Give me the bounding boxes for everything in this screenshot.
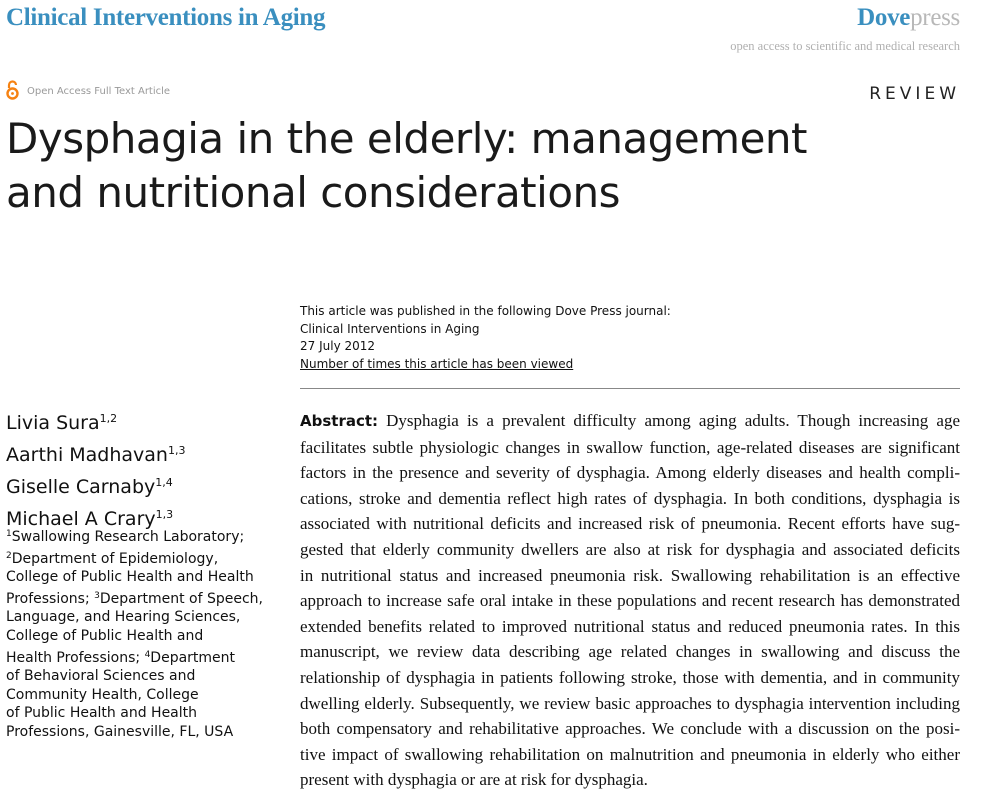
publisher-tagline: open access to scientific and medical re… xyxy=(730,39,960,53)
author: Aarthi Madhavan1,3 xyxy=(6,437,185,469)
journal-name: Clinical Interventions in Aging xyxy=(6,4,326,31)
publisher-logo: Dovepress xyxy=(857,4,960,32)
affiliation-line: Language, and Hearing Sciences, xyxy=(6,608,263,627)
abstract-text: manuscript, we review data describing ag… xyxy=(300,642,960,662)
abstract-text: associated with nutritional deficits and… xyxy=(300,514,960,534)
affiliation-text: Language, and Hearing Sciences, xyxy=(6,609,241,626)
affiliation-text: Swallowing Research Laboratory; xyxy=(11,529,245,545)
affiliation-text: Department of Speech, xyxy=(99,590,264,607)
affiliation-number: 4 xyxy=(144,649,151,660)
abstract-text: extended benefits related to improved nu… xyxy=(300,616,960,636)
affiliation-line: 1Swallowing Research Laboratory; xyxy=(6,525,263,547)
affiliation-text: Health Professions; xyxy=(6,649,145,666)
affiliation-text: Community Health, College xyxy=(6,686,199,703)
author-name: Aarthi Madhavan xyxy=(6,444,168,466)
abstract-text: approach to increase safe oral intake in… xyxy=(300,591,960,611)
abstract-line: associated with nutritional deficits and… xyxy=(300,511,960,537)
abstract-line: facilitates subtle physiologic changes i… xyxy=(300,435,960,461)
affiliation-line: Professions, Gainesville, FL, USA xyxy=(6,723,263,742)
open-access-label: Open Access Full Text Article xyxy=(27,86,171,97)
affiliation-line: College of Public Health and xyxy=(6,627,263,646)
affiliation-line: of Behavioral Sciences and xyxy=(6,667,263,686)
affiliations: 1Swallowing Research Laboratory; 2Departm… xyxy=(6,525,263,742)
author: Michael A Crary1,3 xyxy=(6,501,185,533)
abstract: Abstract: Dysphagia is a prevalent diffi… xyxy=(300,408,960,793)
pub-info-intro: This article was published in the follow… xyxy=(300,304,671,318)
author-name: Livia Sura xyxy=(6,412,100,434)
affiliation-text: of Behavioral Sciences and xyxy=(6,668,196,685)
logo-press: press xyxy=(910,4,960,31)
affiliation-number: 1 xyxy=(6,529,12,539)
abstract-text: dwelling elderly. Subsequently, we revie… xyxy=(300,693,960,713)
abstract-text: present with dysphagia or are at risk fo… xyxy=(300,770,648,790)
article-type: REVIEW xyxy=(869,84,960,104)
affiliation-line: Health Professions; 4Department xyxy=(6,646,263,668)
affiliation-text: College of Public Health and Health xyxy=(6,569,254,586)
affiliation-number: 2 xyxy=(6,550,12,561)
author-list: Livia Sura1,2 Aarthi Madhavan1,3 Giselle… xyxy=(6,405,185,533)
abstract-text: in nutritional status and increased pneu… xyxy=(300,565,960,585)
abstract-line: in nutritional status and increased pneu… xyxy=(300,563,960,589)
abstract-text: cations, stroke and dementia reflect hig… xyxy=(300,488,960,508)
open-access-lock-icon xyxy=(6,80,19,103)
affiliation-text: Department of Epidemiology, xyxy=(11,550,219,567)
abstract-line: factors in the presence and severity of … xyxy=(300,460,960,486)
publication-info: This article was published in the follow… xyxy=(300,303,671,373)
abstract-line: tive impact of swallowing rehabilitation… xyxy=(300,742,960,768)
author-name: Michael A Crary xyxy=(6,508,156,530)
abstract-text: gested that elderly community dwellers a… xyxy=(300,539,960,559)
affiliation-text: College of Public Health and xyxy=(6,627,204,644)
abstract-line: both compensatory and rehabilitative app… xyxy=(300,716,960,742)
pub-info-date: 27 July 2012 xyxy=(300,339,376,353)
pub-info-journal: Clinical Interventions in Aging xyxy=(300,321,480,336)
affiliation-text: Professions; xyxy=(6,590,95,607)
abstract-line: gested that elderly community dwellers a… xyxy=(300,537,960,563)
abstract-text: relationship of dysphagia in patients fo… xyxy=(300,667,960,687)
author-name: Giselle Carnaby xyxy=(6,476,156,498)
affiliation-line: of Public Health and Health xyxy=(6,704,263,723)
abstract-line: manuscript, we review data describing ag… xyxy=(300,639,960,665)
abstract-label: Abstract: xyxy=(300,412,379,430)
abstract-text: Dysphagia is a prevalent difficulty amon… xyxy=(378,411,960,430)
author-affiliation: 1,3 xyxy=(167,444,186,457)
abstract-text: both compensatory and rehabilitative app… xyxy=(300,719,960,739)
title-line: Dysphagia in the elderly: management xyxy=(6,114,808,163)
abstract-text: factors in the presence and severity of … xyxy=(300,463,960,483)
affiliation-line: 2Department of Epidemiology, xyxy=(6,547,263,569)
affiliation-number: 3 xyxy=(94,590,100,601)
logo-dove: Dove xyxy=(857,4,911,31)
article-title: Dysphagia in the elderly: management and… xyxy=(6,112,808,220)
author-affiliation: 1,3 xyxy=(155,508,174,521)
author: Livia Sura1,2 xyxy=(6,405,185,437)
affiliation-line: Community Health, College xyxy=(6,686,263,705)
affiliation-line: College of Public Health and Health xyxy=(6,568,263,587)
divider xyxy=(300,388,960,389)
abstract-line: present with dysphagia or are at risk fo… xyxy=(300,767,960,793)
abstract-line: approach to increase safe oral intake in… xyxy=(300,588,960,614)
abstract-text: facilitates subtle physiologic changes i… xyxy=(300,437,960,457)
title-line: and nutritional considerations xyxy=(6,168,621,217)
abstract-line: dwelling elderly. Subsequently, we revie… xyxy=(300,691,960,717)
affiliation-line: Professions; 3Department of Speech, xyxy=(6,587,263,609)
abstract-line: extended benefits related to improved nu… xyxy=(300,614,960,640)
affiliation-text: Department xyxy=(150,649,236,666)
affiliation-text: of Public Health and Health xyxy=(6,705,198,722)
author-affiliation: 1,4 xyxy=(155,476,173,489)
affiliation-text: Professions, Gainesville, FL, USA xyxy=(6,723,234,740)
author: Giselle Carnaby1,4 xyxy=(6,469,185,501)
views-link[interactable]: Number of times this article has been vi… xyxy=(300,356,574,371)
abstract-line: Abstract: Dysphagia is a prevalent diffi… xyxy=(300,408,960,435)
abstract-line: cations, stroke and dementia reflect hig… xyxy=(300,486,960,512)
abstract-line: relationship of dysphagia in patients fo… xyxy=(300,665,960,691)
author-affiliation: 1,2 xyxy=(99,412,118,425)
abstract-text: tive impact of swallowing rehabilitation… xyxy=(300,744,960,764)
open-access-badge: Open Access Full Text Article xyxy=(6,80,170,103)
